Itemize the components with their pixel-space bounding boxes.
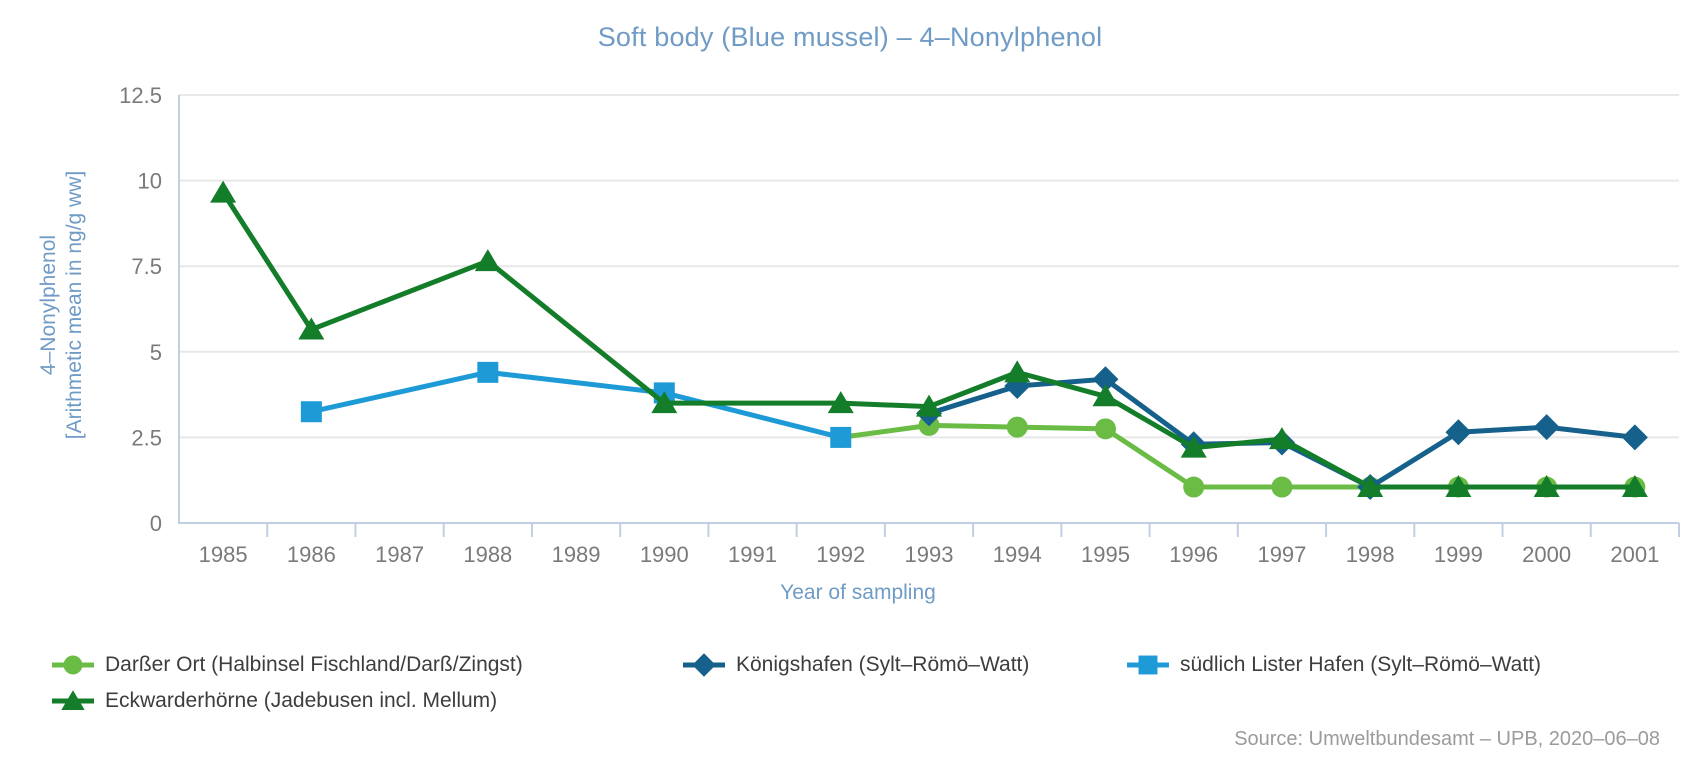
x-tick-label: 1996 [1169, 542, 1218, 567]
x-tick-label: 1992 [816, 542, 865, 567]
legend-item: Eckwarderhörne (Jadebusen incl. Mellum) [50, 688, 497, 714]
square-legend-marker-icon [1127, 655, 1169, 675]
x-tick-label: 2001 [1610, 542, 1659, 567]
x-tick-label: 1989 [552, 542, 601, 567]
legend-label: südlich Lister Hafen (Sylt–Römö–Watt) [1180, 653, 1542, 676]
triangle-marker-icon [210, 180, 237, 203]
x-tick-label: 2000 [1522, 542, 1571, 567]
triangle-marker-icon [1004, 360, 1031, 383]
legend-item: Königshafen (Sylt–Römö–Watt) [681, 652, 1029, 678]
triangle-marker-icon [474, 249, 501, 272]
square-marker-icon [300, 401, 322, 423]
triangle-legend-marker-icon [52, 690, 94, 710]
chart-title: Soft body (Blue mussel) – 4–Nonylphenol [597, 22, 1103, 52]
x-tick-label: 1988 [463, 542, 512, 567]
square-marker-icon [1138, 655, 1158, 675]
x-tick-label: 1997 [1257, 542, 1306, 567]
diamond-marker-icon [692, 653, 716, 677]
series-line-2 [310, 369, 842, 440]
legend-label: Königshafen (Sylt–Römö–Watt) [736, 653, 1030, 676]
triangle-marker-icon [1180, 435, 1207, 458]
diamond-marker-icon [1092, 366, 1119, 393]
x-tick-label: 1993 [905, 542, 954, 567]
legend-item: Darßer Ort (Halbinsel Fischland/Darß/Zin… [50, 652, 523, 678]
y-tick-label: 5 [150, 340, 162, 365]
source-caption: Source: Umweltbundesamt – UPB, 2020–06–0… [1234, 728, 1660, 750]
square-marker-icon [830, 426, 852, 448]
x-tick-label: 1990 [640, 542, 689, 567]
x-tick-label: 1991 [728, 542, 777, 567]
diamond-marker-icon [1445, 419, 1472, 446]
diamond-marker-icon [1621, 424, 1648, 451]
triangle-marker-icon [1092, 384, 1119, 407]
x-tick-label: 1998 [1346, 542, 1395, 567]
circle-marker-icon [1183, 476, 1205, 498]
plot-area: 0 2.5 5 7.5 10 12.5 1985 1986 1987 1988 1989 1990 19… [119, 83, 1680, 567]
circle-marker-icon [63, 655, 83, 675]
y-tick-label: 7.5 [131, 254, 162, 279]
y-tick-label: 10 [138, 169, 162, 194]
triangle-marker-icon [1533, 475, 1560, 498]
legend-label: Eckwarderhörne (Jadebusen incl. Mellum) [105, 689, 498, 712]
circle-marker-icon [1006, 416, 1028, 438]
circle-marker-icon [1271, 476, 1293, 498]
x-tick-label: 1986 [287, 542, 336, 567]
circle-marker-icon [1094, 418, 1116, 440]
x-axis-title: Year of sampling [780, 581, 936, 604]
diamond-marker-icon [1533, 414, 1560, 441]
triangle-marker-icon [651, 391, 678, 414]
y-tick-label: 0 [150, 511, 162, 536]
triangle-marker-icon [916, 394, 942, 417]
triangle-marker-icon [1268, 427, 1295, 450]
x-tick-label: 1999 [1434, 542, 1483, 567]
series-line-0 [840, 422, 1635, 490]
triangle-marker-icon [298, 317, 325, 340]
triangle-marker-icon [1621, 475, 1648, 498]
legend-label: Darßer Ort (Halbinsel Fischland/Darß/Zin… [105, 653, 523, 676]
legend: Darßer Ort (Halbinsel Fischland/Darß/Zin… [0, 640, 1700, 725]
triangle-marker-icon [61, 690, 85, 710]
circle-legend-marker-icon [52, 655, 94, 675]
square-marker-icon [477, 361, 499, 383]
triangle-marker-icon [827, 391, 854, 414]
y-tick-label: 12.5 [119, 83, 162, 108]
x-tick-label: 1985 [199, 542, 248, 567]
x-tick-label: 1987 [375, 542, 424, 567]
x-tick-label: 1995 [1081, 542, 1130, 567]
x-tick-label: 1994 [993, 542, 1042, 567]
y-tick-label: 2.5 [131, 425, 162, 450]
triangle-marker-icon [1357, 475, 1384, 498]
legend-item: südlich Lister Hafen (Sylt–Römö–Watt) [1125, 652, 1541, 678]
triangle-marker-icon [1445, 475, 1472, 498]
series-line-3 [221, 191, 1635, 490]
diamond-legend-marker-icon [683, 653, 725, 677]
